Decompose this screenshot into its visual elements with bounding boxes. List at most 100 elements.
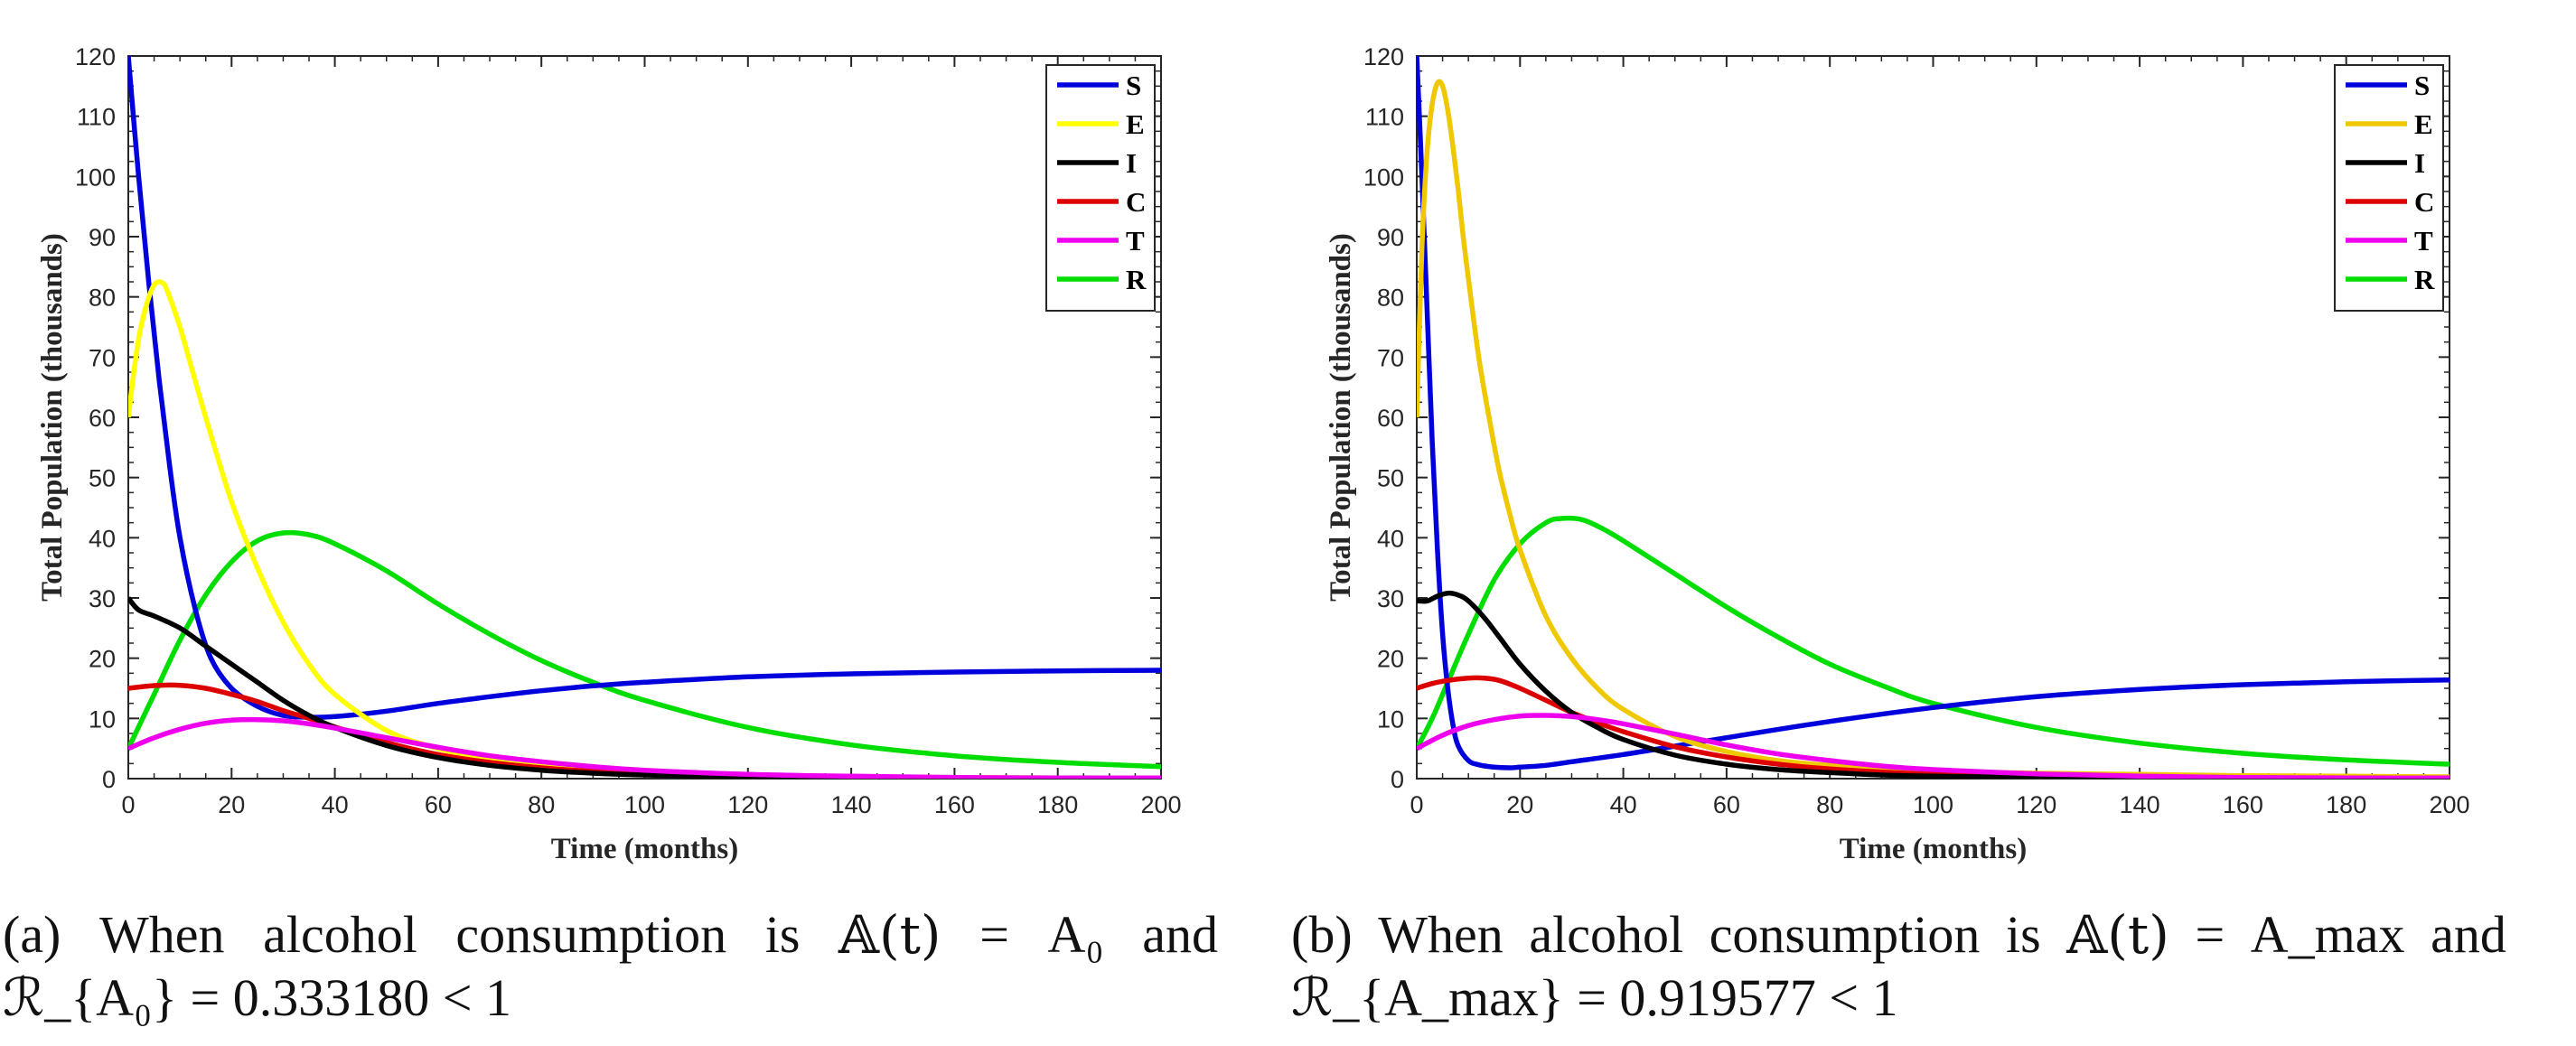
y-tick-label: 0 <box>1391 766 1404 793</box>
series-line-T <box>1417 713 2450 779</box>
x-tick-label: 180 <box>2326 791 2366 818</box>
plot-frame <box>1416 55 2450 780</box>
x-axis-label: Time (months) <box>551 833 738 865</box>
y-tick-label: 10 <box>1377 705 1404 733</box>
chart-b: 0 20 40 60 80 100 120 140 160 180 200 0 10 20 30 40 50 60… <box>1325 43 2470 865</box>
legend-label-E: E <box>2414 108 2433 140</box>
legend-label-T: T <box>1126 225 1145 257</box>
y-tick-label: 20 <box>89 646 116 673</box>
x-tick-label: 200 <box>2429 791 2469 818</box>
caption-b-line1: (b) When alcohol consumption is 𝔸(t) = A… <box>1291 903 2506 967</box>
legend-label-C: C <box>2414 186 2434 218</box>
y-axis-label: Total Population (thousands) <box>36 233 69 602</box>
y-tick-label: 80 <box>89 285 116 312</box>
caption-b-word: A_max <box>2250 905 2405 964</box>
legend-label-T: T <box>2414 225 2433 257</box>
y-tick-label: 10 <box>89 705 116 733</box>
x-tick-label: 140 <box>2120 791 2160 818</box>
caption-a-line1: (a) When alcohol consumption is 𝔸(t) = A… <box>3 903 1218 967</box>
legend-label-S: S <box>1126 70 1141 101</box>
y-tick-label: 100 <box>1363 163 1404 191</box>
x-tick-label: 120 <box>2016 791 2056 818</box>
y-tick-label: 40 <box>89 525 116 552</box>
y-tick-label: 50 <box>89 465 116 492</box>
panel-a: 0 20 40 60 80 100 120 140 160 180 200 0 10 20 30 40 50 60… <box>3 43 1218 1030</box>
y-tick-label: 70 <box>89 344 116 371</box>
y-tick-label: 80 <box>1377 285 1404 312</box>
series-line-R <box>128 529 1161 770</box>
x-tick-label: 20 <box>218 791 245 818</box>
panel-b: 0 20 40 60 80 100 120 140 160 180 200 0 10 20 30 40 50 60… <box>1288 0 2576 1046</box>
y-tick-label: 50 <box>1377 465 1404 492</box>
y-tick-label: 40 <box>1377 525 1404 552</box>
y-tick-label: 30 <box>1377 585 1404 612</box>
x-tick-label: 120 <box>727 791 768 818</box>
caption-a-prefix: (a) <box>3 905 61 964</box>
caption-a-line2: ℛ_{A₀} = 0.333180 < 1 <box>3 968 511 1027</box>
caption-a-word: alcohol <box>263 905 417 964</box>
legend-box <box>2334 64 2444 312</box>
x-tick-label: 160 <box>934 791 975 818</box>
y-tick-label: 90 <box>1377 224 1404 251</box>
legend-label-I: I <box>2414 147 2425 179</box>
x-tick-label: 80 <box>528 791 555 818</box>
x-tick-label: 60 <box>1713 791 1740 818</box>
y-tick-label: 60 <box>89 405 116 432</box>
caption-b-prefix: (b) <box>1291 905 1353 964</box>
y-axis-label: Total Population (thousands) <box>1325 233 1357 602</box>
caption-b-word: When <box>1378 905 1503 964</box>
y-tick-label: 120 <box>1363 43 1404 70</box>
y-tick-label: 70 <box>1377 344 1404 371</box>
x-tick-label: 0 <box>1410 791 1423 818</box>
x-tick-label: 100 <box>624 791 665 818</box>
x-tick-label: 180 <box>1037 791 1078 818</box>
minor-ticks <box>1416 55 2450 780</box>
y-tick-label: 20 <box>1377 646 1404 673</box>
y-tick-label: 0 <box>102 766 116 793</box>
y-tick-label: 110 <box>77 104 116 131</box>
caption-a-word: A₀ <box>1047 905 1104 964</box>
x-tick-label: 0 <box>121 791 135 818</box>
caption-a-word: consumption <box>455 905 727 964</box>
caption-a-word: is <box>764 905 801 964</box>
series-line-T <box>128 716 1161 779</box>
caption-b-line2: ℛ_{A_max} = 0.919577 < 1 <box>1291 968 1898 1027</box>
x-tick-label: 40 <box>1610 791 1637 818</box>
x-tick-label: 40 <box>322 791 349 818</box>
caption-a-word: = <box>979 905 1009 964</box>
series-line-S <box>128 56 1161 720</box>
series-line-E <box>128 279 1161 779</box>
legend-label-R: R <box>2414 264 2435 295</box>
caption-b-word: = <box>2195 905 2225 964</box>
series-line-I <box>1417 590 2450 779</box>
series-line-E <box>1417 79 2450 779</box>
y-tick-label: 120 <box>75 43 116 70</box>
caption-b-word: alcohol <box>1529 905 1684 964</box>
legend-label-I: I <box>1126 147 1137 179</box>
caption-b-word: is <box>2005 905 2041 964</box>
caption-a-word: and <box>1142 905 1218 964</box>
y-tick-label: 90 <box>89 224 116 251</box>
x-tick-label: 20 <box>1506 791 1533 818</box>
legend-label-R: R <box>1126 264 1147 295</box>
caption-b-word: consumption <box>1709 905 1981 964</box>
series-line-R <box>1417 515 2450 767</box>
x-tick-label: 200 <box>1140 791 1181 818</box>
legend-label-S: S <box>2414 70 2430 101</box>
x-tick-label: 80 <box>1816 791 1843 818</box>
x-tick-label: 100 <box>1913 791 1953 818</box>
x-tick-label: 160 <box>2223 791 2263 818</box>
y-tick-label: 110 <box>1365 104 1404 131</box>
chart-a: 0 20 40 60 80 100 120 140 160 180 200 0 10 20 30 40 50 60… <box>36 43 1182 865</box>
caption-a-word: When <box>98 905 225 964</box>
caption-a: (a) When alcohol consumption is 𝔸(t) = A… <box>3 903 1218 1030</box>
legend-box <box>1045 64 1156 312</box>
caption-b-word: and <box>2431 905 2506 964</box>
x-tick-label: 140 <box>831 791 872 818</box>
caption-a-word: 𝔸(t) <box>838 904 941 966</box>
caption-b-word: 𝔸(t) <box>2066 904 2169 966</box>
x-axis-label: Time (months) <box>1840 833 2027 865</box>
legend-label-E: E <box>1126 108 1145 140</box>
series-line-S <box>1417 56 2450 770</box>
y-tick-label: 60 <box>1377 405 1404 432</box>
